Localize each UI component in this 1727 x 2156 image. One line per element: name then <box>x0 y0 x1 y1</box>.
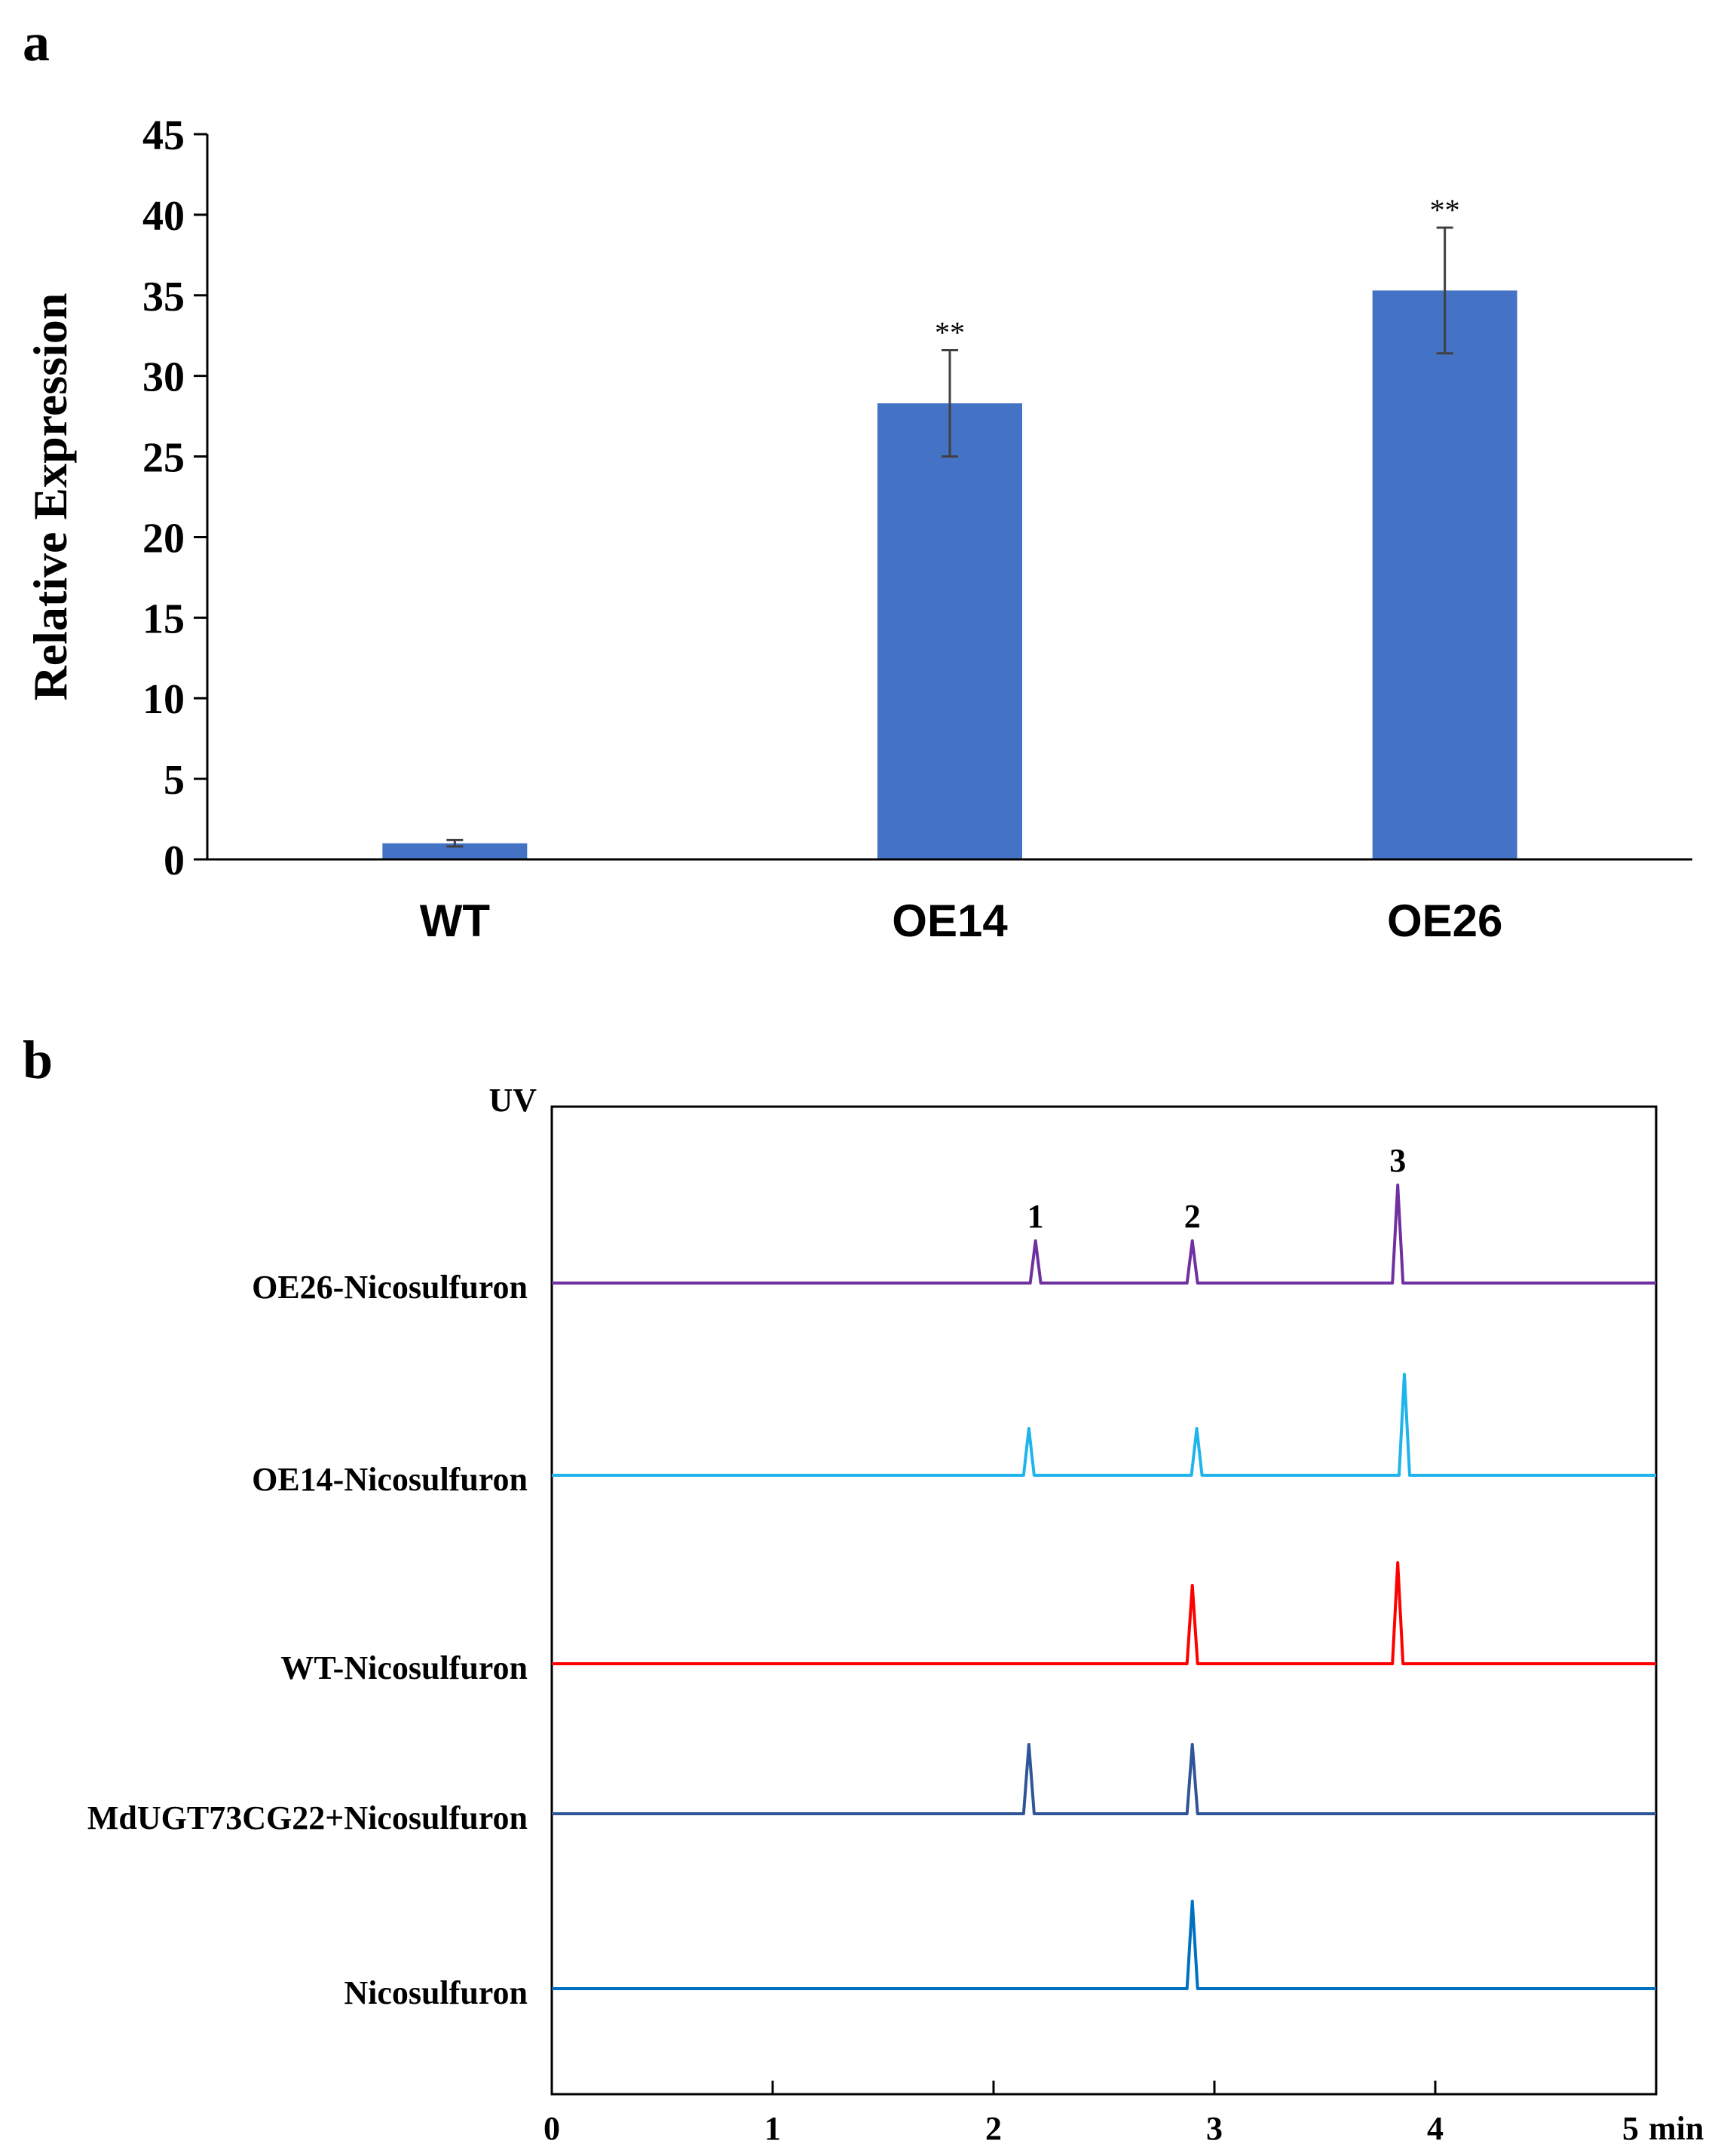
y-tick-label: 30 <box>142 354 185 401</box>
x-axis-ticks: 0 1 2 3 4 5 min <box>544 2081 1704 2147</box>
x-tick-label: 1 <box>764 2110 781 2147</box>
bar-chart: Relative Expression 0 5 10 15 20 25 30 35 40 45 W… <box>23 112 1692 946</box>
significance-mark: ** <box>935 315 965 349</box>
peak-label: 3 <box>1389 1142 1406 1179</box>
traces: OE26-Nicosulfuron OE14-Nicosulfuron WT-Nic… <box>87 1184 1656 2011</box>
y-tick-label: 5 <box>164 757 185 804</box>
chromatogram-trace <box>552 1373 1656 1477</box>
peak-labels: 1 2 3 <box>1027 1142 1407 1235</box>
y-tick-label: 25 <box>142 435 185 482</box>
chromatogram-chart: UV OE26-Nicosulfuron OE14-Nicosulfuron WT-… <box>87 1082 1704 2147</box>
chromatogram-trace <box>552 1743 1656 1815</box>
y-axis-label: UV <box>488 1082 537 1119</box>
series-label: MdUGT73CG22+Nicosulfuron <box>87 1799 528 1836</box>
significance-mark: ** <box>1430 193 1460 227</box>
chromatogram-trace <box>552 1561 1656 1665</box>
y-tick-label: 10 <box>142 676 185 723</box>
peak-label: 2 <box>1184 1198 1201 1235</box>
x-tick-label: 2 <box>985 2110 1002 2147</box>
x-tick-label: 0 <box>544 2110 560 2147</box>
series-label: OE26-Nicosulfuron <box>252 1269 528 1306</box>
bar <box>1372 290 1517 859</box>
x-axis-unit: min <box>1649 2110 1704 2147</box>
y-axis-label: Relative Expression <box>23 292 77 700</box>
series-label: WT-Nicosulfuron <box>280 1649 528 1686</box>
plot-frame <box>550 1105 1658 2096</box>
y-tick-label: 20 <box>142 515 185 562</box>
y-tick-label: 15 <box>142 596 185 642</box>
y-tick-label: 0 <box>164 838 185 884</box>
bar <box>382 843 528 859</box>
x-tick-label: 5 <box>1622 2110 1639 2147</box>
series-label: OE14-Nicosulfuron <box>252 1461 528 1498</box>
bars: WT ** OE14 ** OE26 <box>382 193 1517 946</box>
panel-label-a: a <box>23 12 50 72</box>
x-tick-label: 3 <box>1206 2110 1223 2147</box>
chromatogram-trace <box>552 1900 1656 1990</box>
category-label: OE14 <box>892 896 1008 946</box>
y-tick-label: 35 <box>142 274 185 320</box>
y-tick-label: 45 <box>142 112 185 159</box>
y-tick-label: 40 <box>142 193 185 240</box>
category-label: OE26 <box>1387 896 1502 946</box>
x-tick-label: 4 <box>1427 2110 1444 2147</box>
category-label: WT <box>420 896 490 946</box>
chromatogram-trace <box>552 1184 1656 1285</box>
bar <box>877 403 1022 859</box>
y-axis-ticks: 0 5 10 15 20 25 30 35 40 45 <box>142 112 207 884</box>
series-label: Nicosulfuron <box>344 1974 528 2011</box>
peak-label: 1 <box>1027 1198 1044 1235</box>
panel-label-b: b <box>23 1030 53 1090</box>
axes <box>206 134 1692 861</box>
